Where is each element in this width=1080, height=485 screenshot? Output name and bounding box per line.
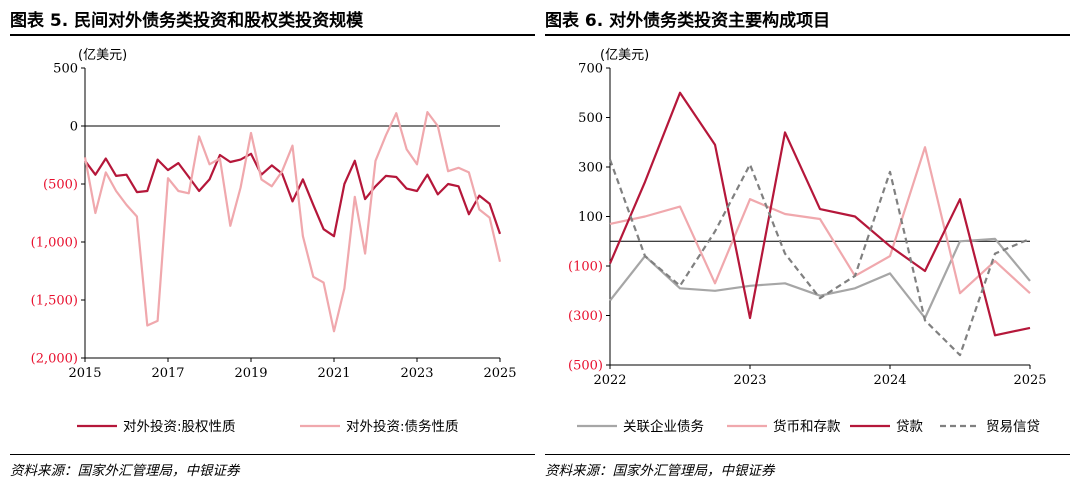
y-tick-label: (300) [568, 309, 603, 324]
y-tick-label: (1,500) [31, 294, 78, 309]
y-unit-label: (亿美元) [78, 48, 127, 63]
x-tick-label: 2021 [317, 366, 350, 381]
y-tick-label: 500 [53, 62, 78, 77]
legend-label: 对外投资:债务性质 [346, 419, 459, 435]
x-tick-label: 2019 [234, 366, 267, 381]
right-chart-title: 图表 6. 对外债务类投资主要构成项目 [545, 11, 831, 31]
y-tick-label: (2,000) [31, 352, 78, 367]
legend-label: 对外投资:股权性质 [123, 418, 236, 435]
left-chart-title: 图表 5. 民间对外债务类投资和股权类投资规模 [10, 11, 364, 31]
y-tick-label: (500) [43, 178, 78, 193]
y-tick-label: (100) [568, 260, 603, 275]
y-tick-label: 100 [578, 210, 603, 225]
y-unit-label: (亿美元) [600, 48, 649, 63]
y-tick-label: 300 [578, 161, 603, 176]
series-line-2 [609, 146, 1031, 295]
right-title-rule [545, 34, 1070, 36]
x-tick-label: 2024 [873, 373, 906, 388]
x-tick-label: 2017 [151, 366, 184, 381]
right-source-rule [545, 454, 1070, 455]
x-tick-label: 2015 [68, 366, 101, 381]
y-tick-label: (1,000) [31, 236, 78, 251]
left-chart-panel: 图表 5. 民间对外债务类投资和股权类投资规模 (亿美元) 500 0 (500) (1… [10, 0, 535, 485]
legend-label: 贷款 [896, 419, 924, 435]
y-tick-label: (500) [568, 359, 603, 374]
x-tick-label: 2022 [593, 373, 626, 388]
x-tick-label: 2023 [733, 373, 766, 388]
series-line-3 [608, 91, 1031, 337]
x-tick-label: 2023 [400, 366, 433, 381]
series-line-2 [83, 110, 502, 333]
y-tick-label: 0 [70, 120, 78, 135]
x-tick-label: 2025 [483, 366, 516, 381]
left-source-rule [10, 454, 535, 455]
left-source-note: 资料来源：国家外汇管理局，中银证券 [10, 463, 240, 479]
legend-label: 关联企业债务 [623, 418, 704, 435]
right-line-chart: (亿美元)700 500 300 100 (100) (300) (500)2022 2023… [568, 48, 1047, 435]
series-line-4 [608, 159, 1031, 357]
legend-label: 贸易信贷 [986, 419, 1040, 435]
legend-label: 货币和存款 [773, 418, 841, 435]
left-line-chart: (亿美元)500 0 (500) (1,000) (1,500) (2,000)2015 2… [31, 48, 517, 435]
left-title-rule [10, 34, 535, 36]
y-tick-label: 500 [578, 111, 603, 126]
y-tick-label: 700 [578, 62, 603, 77]
right-source-note: 资料来源：国家外汇管理局，中银证券 [545, 463, 775, 479]
series-line-1 [609, 237, 1031, 320]
x-tick-label: 2025 [1013, 373, 1046, 388]
series-line-1 [84, 152, 502, 238]
right-chart-panel: 图表 6. 对外债务类投资主要构成项目 (亿美元) 700 500 300 100 (10… [545, 0, 1070, 485]
